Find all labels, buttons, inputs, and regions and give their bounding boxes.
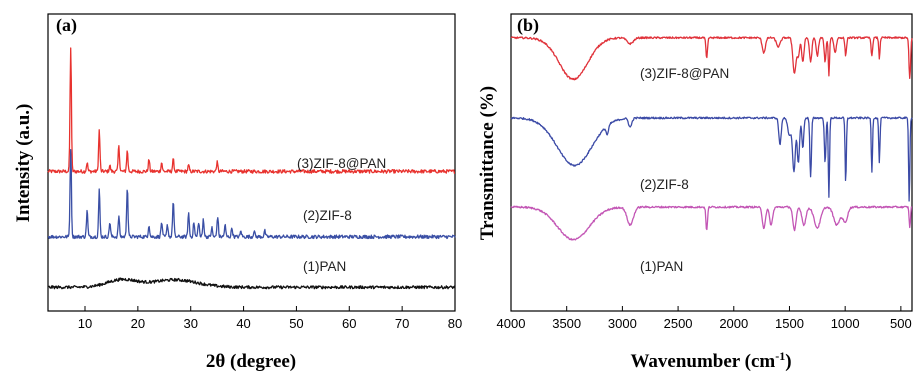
series-line-a-2: [47, 148, 456, 240]
series-line-a-3: [47, 277, 456, 290]
panel-a-annotation-pan: (1)PAN: [303, 259, 346, 274]
panel-a-frame: [47, 13, 456, 312]
panel-a-label: (a): [56, 15, 77, 36]
panel-b-series: [510, 36, 913, 241]
x-tick-label: 2500: [664, 316, 693, 331]
x-tick-label: 2000: [719, 316, 748, 331]
panel-b-annotation-zif8-pan: (3)ZIF-8@PAN: [640, 66, 729, 81]
series-line-b-2: [510, 116, 913, 202]
x-tick-label: 10: [78, 316, 92, 331]
panel-b-annotation-pan: (1)PAN: [640, 259, 683, 274]
panel-b-x-ticks: 4000 3500 3000 2500 2000 1500 1000 500: [497, 306, 912, 331]
series-line-b-3: [510, 205, 913, 241]
panel-b-frame: [510, 13, 913, 312]
x-tick-label: 1500: [775, 316, 804, 331]
panel-b-label: (b): [517, 15, 539, 36]
x-tick-label: 20: [131, 316, 145, 331]
x-tick-label: 80: [448, 316, 462, 331]
x-tick-label: 500: [890, 316, 912, 331]
panel-a-annotation-zif8-pan: (3)ZIF-8@PAN: [297, 156, 386, 171]
x-tick-label: 50: [289, 316, 303, 331]
panel-b-x-axis-label-sup: -1: [775, 349, 785, 363]
panel-a-x-axis-label: 2θ (degree): [206, 351, 296, 372]
panel-b-x-axis-label-main: Wavenumber (cm: [630, 351, 775, 372]
series-line-a-1: [47, 47, 456, 174]
x-tick-label: 3000: [608, 316, 637, 331]
panel-b-annotation-zif8: (2)ZIF-8: [640, 177, 689, 192]
panel-b-x-axis-label-close: ): [785, 351, 791, 372]
x-tick-label: 1000: [831, 316, 860, 331]
x-tick-label: 3500: [552, 316, 581, 331]
x-tick-label: 4000: [497, 316, 526, 331]
series-line-b-1: [510, 36, 913, 81]
panel-b: (b) 4000 3500 3000 2500 2000 1500 1000 500 (3)Z…: [477, 13, 913, 372]
x-tick-label: 60: [342, 316, 356, 331]
panel-a-y-axis-label: Intensity (a.u.): [13, 104, 34, 223]
x-tick-label: 30: [183, 316, 197, 331]
panel-b-x-axis-label: Wavenumber (cm-1): [630, 349, 791, 372]
x-tick-label: 70: [395, 316, 409, 331]
panel-b-y-axis-label: Transmittance (%): [477, 86, 498, 240]
panel-a-x-ticks: 10 20 30 40 50 60 70 80: [78, 306, 462, 331]
panel-a-series: [47, 47, 456, 290]
panel-a-annotation-zif8: (2)ZIF-8: [303, 208, 352, 223]
x-tick-label: 40: [236, 316, 250, 331]
panel-a: (a) 10 20 30 40 50 60 70 80 (3)ZIF-8@PAN (2)ZIF…: [13, 13, 462, 372]
